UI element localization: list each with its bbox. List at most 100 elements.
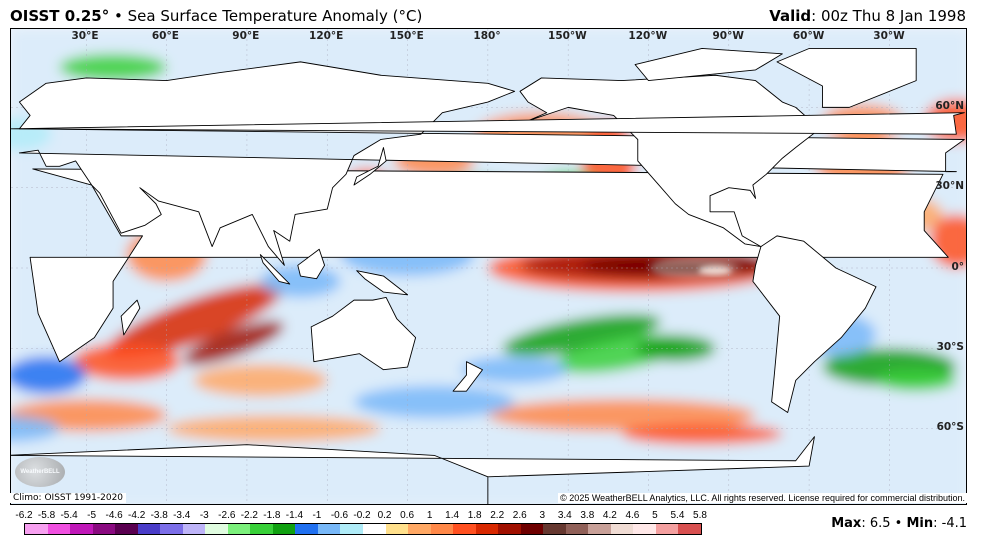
colorbar-label: -2.2 bbox=[240, 510, 258, 521]
colorbar-label: -0.6 bbox=[330, 510, 349, 521]
colorbar-label: 5.8 bbox=[693, 510, 707, 521]
copyright-notice: © 2025 WeatherBELL Analytics, LLC. All r… bbox=[558, 493, 967, 503]
anomaly-region bbox=[621, 423, 783, 445]
land-new-zealand bbox=[452, 361, 483, 392]
anomaly-core bbox=[699, 266, 732, 275]
colorbar-swatch bbox=[115, 524, 138, 534]
colorbar-label: 3.4 bbox=[557, 510, 572, 521]
colorbar-label: 4.6 bbox=[625, 510, 640, 521]
product-name: OISST 0.25° bbox=[10, 7, 110, 25]
colorbar-swatch bbox=[205, 524, 228, 534]
colorbar-label: -1.8 bbox=[263, 510, 281, 521]
longitude-label: 60°W bbox=[792, 30, 825, 42]
anomaly-field-core bbox=[651, 262, 732, 275]
colorbar-label: 0.6 bbox=[400, 510, 415, 521]
climatology-note: Climo: OISST 1991-2020 bbox=[10, 493, 127, 503]
colorbar-label: -4.6 bbox=[105, 510, 123, 521]
max-label: Max bbox=[831, 516, 862, 531]
latitude-label: 60°S bbox=[936, 421, 964, 433]
colorbar-swatch bbox=[610, 524, 634, 534]
land-borneo bbox=[297, 248, 326, 280]
colorbar-label: 1 bbox=[426, 510, 433, 521]
colorbar-label: 3 bbox=[539, 510, 546, 521]
colorbar-swatch bbox=[408, 524, 431, 534]
longitude-label: 120°W bbox=[628, 30, 668, 42]
latitude-label: 30°N bbox=[935, 180, 964, 192]
max-value: : 6.5 bbox=[861, 516, 891, 531]
map-canvas bbox=[11, 29, 966, 504]
colorbar-label: 2.6 bbox=[512, 510, 527, 521]
land-uk bbox=[11, 112, 965, 135]
colorbar-label: -5 bbox=[87, 510, 97, 521]
min-value: : -4.1 bbox=[933, 516, 967, 531]
colorbar-label: -5.8 bbox=[37, 510, 56, 521]
colorbar-swatch bbox=[430, 524, 454, 534]
colorbar-swatch bbox=[678, 524, 701, 534]
land-masses bbox=[11, 48, 965, 504]
colorbar-label: 2.2 bbox=[490, 510, 505, 521]
anomaly-region bbox=[635, 334, 716, 362]
colorbar bbox=[24, 523, 702, 535]
land-japan bbox=[353, 147, 387, 186]
land-arctic-islands bbox=[634, 48, 783, 82]
colorbar-label: 1.4 bbox=[445, 510, 460, 521]
colorbar-label: 1.8 bbox=[467, 510, 482, 521]
colorbar-label: -1 bbox=[312, 510, 322, 521]
land-south-america bbox=[752, 235, 877, 414]
colorbar-swatch bbox=[92, 524, 116, 534]
sst-anomaly-map: WeatherBELL bbox=[10, 28, 967, 505]
latitude-label: 30°S bbox=[936, 341, 964, 353]
colorbar-swatch bbox=[588, 524, 611, 534]
longitude-label: 90°E bbox=[232, 30, 260, 42]
land-eurasia bbox=[18, 61, 965, 266]
longitude-label: 60°E bbox=[151, 30, 179, 42]
valid-label: Valid bbox=[769, 7, 812, 25]
colorbar-swatch bbox=[498, 524, 521, 534]
anomaly-region bbox=[461, 356, 569, 384]
colorbar-swatch bbox=[453, 524, 476, 534]
colorbar-label: 5 bbox=[652, 510, 658, 521]
anomaly-region bbox=[183, 320, 285, 366]
anomaly-region bbox=[876, 369, 957, 392]
colorbar-swatch bbox=[633, 524, 656, 534]
longitude-label: 150°W bbox=[548, 30, 587, 42]
colorbar-swatch bbox=[227, 524, 251, 534]
colorbar-swatch bbox=[295, 524, 318, 534]
anomaly-region bbox=[502, 313, 661, 357]
colorbar-label: -1.4 bbox=[285, 510, 304, 521]
colorbar-label: 0.2 bbox=[377, 510, 392, 521]
colorbar-swatch bbox=[475, 524, 499, 534]
land-madagascar bbox=[120, 299, 141, 336]
colorbar-swatch bbox=[160, 524, 183, 534]
variable-title: Sea Surface Temperature Anomaly (°C) bbox=[127, 7, 423, 25]
title-separator: • bbox=[114, 7, 123, 25]
stats-separator: • bbox=[890, 516, 907, 531]
anomaly-region bbox=[11, 356, 87, 394]
colorbar-label: -3 bbox=[199, 510, 209, 521]
colorbar-swatch bbox=[317, 524, 341, 534]
longitude-label: 30°E bbox=[71, 30, 99, 42]
colorbar-swatch bbox=[340, 524, 363, 534]
latitude-label: 0° bbox=[951, 261, 964, 273]
anomaly-region bbox=[487, 399, 756, 432]
colorbar-label: -6.2 bbox=[15, 510, 33, 521]
colorbar-swatch bbox=[272, 524, 296, 534]
longitude-label: 90°W bbox=[712, 30, 744, 42]
colorbar-swatch bbox=[182, 524, 206, 534]
longitude-label: 120°E bbox=[309, 30, 344, 42]
valid-value: : 00z Thu 8 Jan 1998 bbox=[811, 7, 966, 25]
colorbar-label: -4.2 bbox=[128, 510, 146, 521]
longitude-label: 30°W bbox=[873, 30, 905, 42]
anomaly-region bbox=[193, 364, 328, 397]
land-new-guinea bbox=[356, 270, 408, 296]
colorbar-swatch bbox=[25, 524, 48, 534]
longitude-label: 150°E bbox=[389, 30, 424, 42]
colorbar-swatch bbox=[385, 524, 409, 534]
min-label: Min bbox=[906, 516, 934, 531]
colorbar-swatch bbox=[362, 524, 386, 534]
anomaly-region bbox=[354, 385, 515, 418]
anomaly-region bbox=[105, 283, 282, 360]
colorbar-swatch bbox=[655, 524, 679, 534]
colorbar-swatch bbox=[250, 524, 273, 534]
map-title: OISST 0.25° • Sea Surface Temperature An… bbox=[10, 7, 422, 25]
